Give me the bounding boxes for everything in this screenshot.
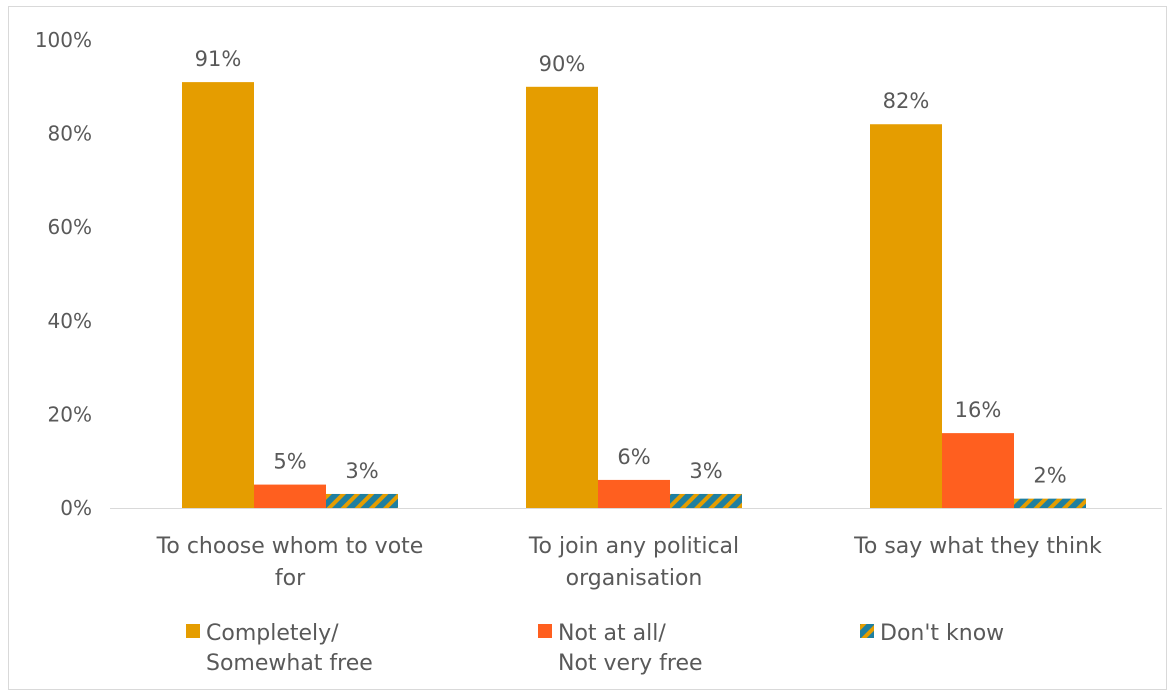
data-label: 16% — [955, 398, 1002, 422]
legend-label: Completely/ — [206, 621, 339, 646]
bar — [254, 484, 326, 508]
data-label: 91% — [195, 47, 242, 71]
category-label: To join any political — [528, 534, 739, 559]
y-tick-label: 80% — [48, 122, 92, 146]
data-label: 2% — [1033, 464, 1066, 488]
legend-swatch — [186, 624, 200, 638]
bar — [598, 479, 670, 508]
data-label: 82% — [883, 89, 930, 113]
data-label: 3% — [689, 459, 722, 483]
legend: Completely/Somewhat free Not at all/Not v… — [186, 621, 1004, 676]
bar — [870, 124, 942, 509]
bar — [1014, 498, 1086, 508]
category-label: To say what they think — [853, 534, 1102, 559]
bar — [182, 82, 254, 509]
legend-label: Somewhat free — [206, 651, 373, 676]
y-tick-label: 60% — [48, 215, 92, 239]
legend-label: Not at all/ — [558, 621, 666, 646]
data-label: 5% — [273, 450, 306, 474]
legend-label: Not very free — [558, 651, 703, 676]
data-label: 3% — [345, 459, 378, 483]
y-tick-label: 20% — [48, 402, 92, 426]
y-tick-label: 40% — [48, 309, 92, 333]
bar — [942, 433, 1014, 508]
legend-swatch — [538, 624, 552, 638]
y-tick-label: 100% — [35, 28, 92, 52]
y-axis: 0% 20% 40% 60% 80% 100% — [35, 28, 92, 520]
category-label: for — [275, 566, 306, 591]
x-axis: To choose whom to vote for To join any pol… — [110, 508, 1162, 591]
plot-area: 91% 90% 82% 5% 6% 16% 3% 3% 2% — [182, 47, 1086, 509]
data-label: 6% — [617, 445, 650, 469]
category-label: organisation — [566, 566, 703, 591]
bar — [526, 86, 598, 509]
y-tick-label: 0% — [60, 496, 92, 520]
bar — [326, 493, 398, 508]
legend-swatch — [860, 624, 874, 638]
category-label: To choose whom to vote — [156, 534, 424, 559]
bar — [670, 493, 742, 508]
data-label: 90% — [539, 52, 586, 76]
legend-label: Don't know — [880, 621, 1004, 646]
